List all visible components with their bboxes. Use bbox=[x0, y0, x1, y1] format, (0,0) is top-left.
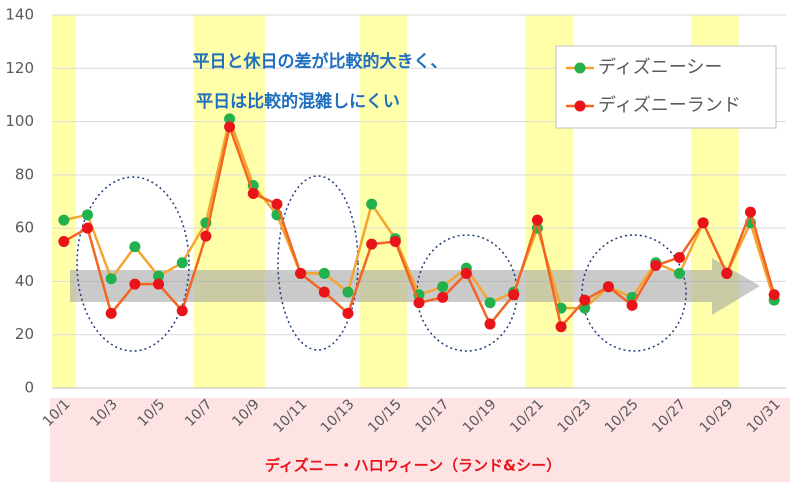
highlight-band bbox=[525, 15, 550, 388]
point bbox=[176, 305, 188, 317]
point bbox=[129, 241, 141, 253]
point bbox=[200, 230, 212, 242]
point bbox=[673, 267, 685, 279]
point bbox=[508, 289, 520, 301]
point bbox=[744, 206, 756, 218]
point bbox=[318, 286, 330, 298]
point bbox=[295, 267, 307, 279]
point bbox=[768, 289, 780, 301]
x-axis-band bbox=[50, 398, 790, 482]
point bbox=[437, 291, 449, 303]
point bbox=[366, 198, 378, 210]
y-tick-label: 0 bbox=[24, 379, 34, 397]
point bbox=[342, 307, 354, 319]
ellipse bbox=[76, 176, 190, 352]
point bbox=[673, 251, 685, 263]
point bbox=[105, 273, 117, 285]
y-tick-label: 40 bbox=[15, 272, 34, 290]
point bbox=[105, 307, 117, 319]
legend-label: ディズニーランド bbox=[598, 95, 741, 116]
point bbox=[58, 214, 70, 226]
point bbox=[602, 281, 614, 293]
point bbox=[437, 281, 449, 293]
point bbox=[389, 235, 401, 247]
y-tick-label: 60 bbox=[15, 219, 34, 237]
point bbox=[484, 297, 496, 309]
point bbox=[579, 302, 591, 314]
point bbox=[650, 259, 662, 271]
legend-marker bbox=[574, 100, 586, 112]
legend bbox=[555, 45, 777, 129]
y-tick-label: 20 bbox=[15, 325, 34, 343]
point bbox=[531, 214, 543, 226]
point bbox=[721, 267, 733, 279]
point bbox=[697, 217, 709, 229]
point bbox=[555, 321, 567, 333]
point bbox=[129, 278, 141, 290]
point bbox=[153, 270, 165, 282]
point bbox=[58, 235, 70, 247]
point bbox=[224, 113, 236, 125]
point bbox=[176, 257, 188, 269]
point bbox=[82, 222, 94, 234]
point bbox=[247, 188, 259, 200]
x-axis-title: ディズニー・ハロウィーン（ランド&シー） bbox=[265, 457, 561, 475]
y-tick-label: 120 bbox=[5, 59, 34, 77]
point bbox=[366, 238, 378, 250]
highlight-band bbox=[52, 15, 76, 388]
point bbox=[413, 297, 425, 309]
point bbox=[318, 267, 330, 279]
y-tick-label: 140 bbox=[5, 6, 34, 24]
ellipse bbox=[277, 175, 359, 351]
legend-label: ディズニーシー bbox=[598, 57, 722, 78]
point bbox=[82, 209, 94, 221]
point bbox=[579, 294, 591, 306]
point bbox=[626, 299, 638, 311]
annotation: 平日と休日の差が比較的大きく、 bbox=[193, 51, 448, 72]
point bbox=[224, 121, 236, 133]
point bbox=[460, 267, 472, 279]
annotation: 平日は比較的混雑しにくい bbox=[196, 91, 400, 112]
legend-marker bbox=[574, 62, 586, 74]
point bbox=[271, 198, 283, 210]
y-tick-label: 100 bbox=[5, 112, 34, 130]
point bbox=[484, 318, 496, 330]
ellipse bbox=[581, 234, 687, 352]
point bbox=[153, 278, 165, 290]
y-tick-label: 80 bbox=[15, 165, 34, 183]
point bbox=[342, 286, 354, 298]
